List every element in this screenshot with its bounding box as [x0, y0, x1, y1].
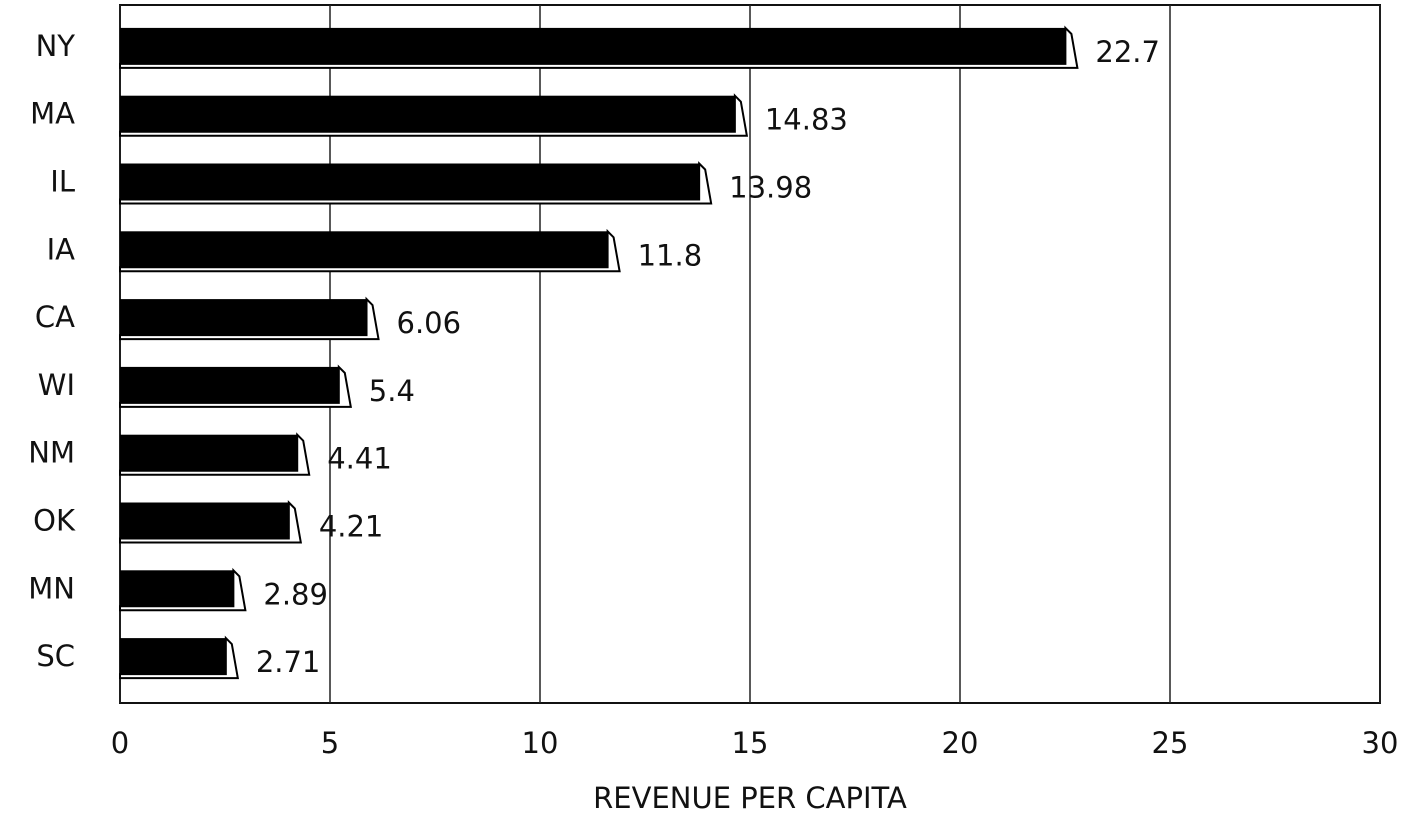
bar [120, 299, 367, 336]
bar-edge [119, 228, 621, 273]
bar [120, 163, 700, 200]
y-tick-label: WI [38, 368, 75, 402]
value-label: 2.71 [256, 645, 321, 679]
bar-edge [119, 25, 1079, 69]
x-tick-label: 25 [1152, 726, 1189, 760]
bar-edge [119, 500, 303, 544]
bar [120, 638, 226, 675]
y-tick-label: NM [28, 436, 75, 470]
y-tick-label: MA [30, 97, 75, 131]
x-tick-label: 10 [522, 726, 559, 760]
bar-edge [119, 161, 713, 205]
bar [120, 366, 339, 403]
value-label: 14.83 [765, 103, 848, 137]
bar-edge [119, 364, 352, 408]
y-tick-label: NY [36, 29, 76, 63]
value-label: 6.06 [397, 306, 462, 340]
value-label: 2.89 [263, 577, 328, 611]
x-tick-label: 0 [111, 726, 129, 760]
y-tick-label: IA [47, 232, 76, 266]
value-label: 5.4 [369, 374, 415, 408]
x-axis-label: REVENUE PER CAPITA [593, 781, 907, 815]
bar [120, 434, 298, 471]
bar-edge [119, 432, 311, 476]
x-tick-label: 5 [321, 726, 339, 760]
value-label: 22.7 [1095, 35, 1160, 69]
x-tick-label: 15 [732, 726, 769, 760]
value-label: 11.8 [638, 238, 703, 272]
y-tick-label: CA [35, 300, 75, 334]
y-tick-label: SC [36, 639, 75, 673]
x-tick-label: 30 [1362, 726, 1399, 760]
x-tick-label: 20 [942, 726, 979, 760]
bar [120, 502, 289, 539]
y-tick-label: IL [50, 165, 75, 199]
y-tick-label: OK [33, 504, 76, 538]
y-tick-label: MN [28, 571, 75, 605]
bar-edge [119, 635, 240, 680]
bar-edge [119, 567, 247, 612]
bar [120, 231, 608, 268]
bar [120, 95, 735, 132]
bar-edge [119, 93, 749, 137]
value-label: 4.41 [327, 442, 392, 476]
bar [120, 27, 1066, 64]
bar-edge [119, 296, 380, 341]
value-label: 13.98 [729, 171, 812, 205]
value-label: 4.21 [319, 510, 384, 544]
bar [120, 570, 234, 607]
